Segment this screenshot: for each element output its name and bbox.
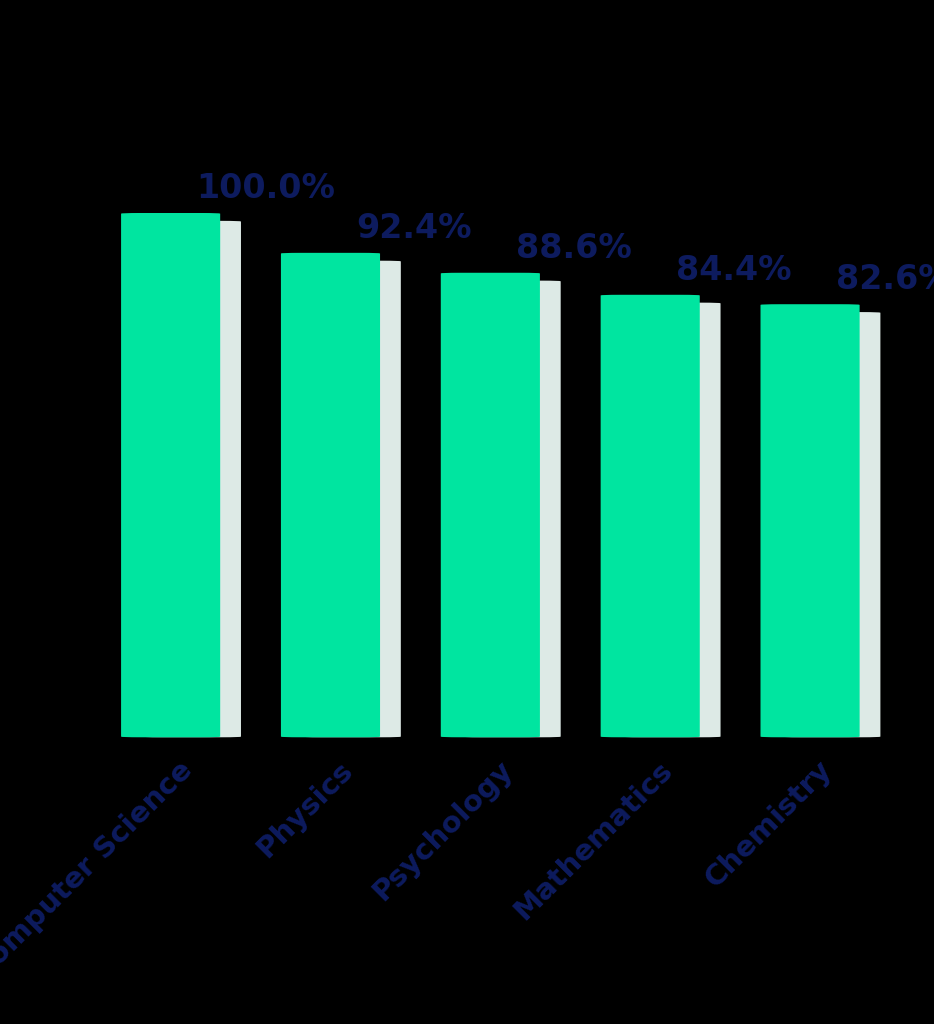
Text: Computer Science: Computer Science [0, 756, 198, 986]
FancyBboxPatch shape [281, 253, 380, 737]
Text: 88.6%: 88.6% [516, 231, 631, 265]
FancyBboxPatch shape [601, 295, 700, 737]
Text: 84.4%: 84.4% [676, 254, 791, 287]
FancyBboxPatch shape [121, 213, 220, 737]
Text: Mathematics: Mathematics [509, 756, 678, 925]
Text: Psychology: Psychology [367, 756, 518, 906]
FancyBboxPatch shape [782, 312, 881, 737]
FancyBboxPatch shape [302, 261, 401, 737]
Text: Chemistry: Chemistry [700, 756, 838, 893]
Text: 100.0%: 100.0% [196, 172, 335, 205]
Text: 82.6%: 82.6% [836, 263, 934, 296]
FancyBboxPatch shape [621, 303, 720, 737]
FancyBboxPatch shape [142, 221, 241, 737]
FancyBboxPatch shape [760, 304, 859, 737]
Text: 92.4%: 92.4% [356, 212, 472, 245]
Text: Physics: Physics [251, 756, 359, 862]
FancyBboxPatch shape [461, 281, 560, 737]
FancyBboxPatch shape [441, 272, 540, 737]
